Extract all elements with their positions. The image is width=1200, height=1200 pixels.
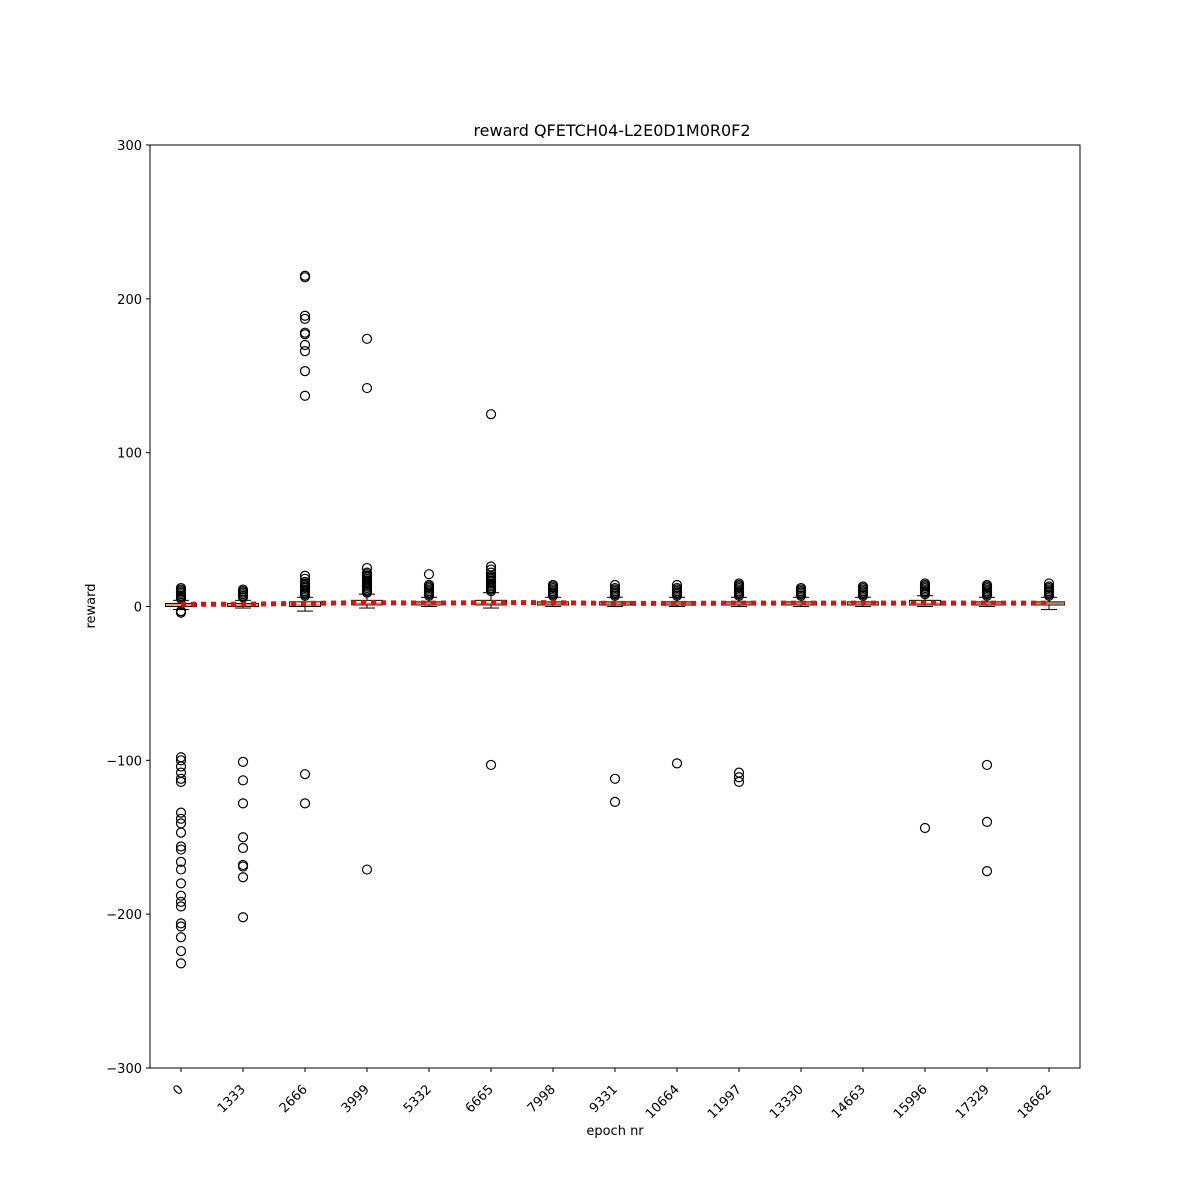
outlier-point [175,878,187,889]
box-0 [165,582,197,969]
outlier-point [175,841,187,852]
outlier-point [299,313,311,324]
outlier-point [175,755,187,766]
outlier-point [609,796,621,807]
x-axis-label: epoch nr [586,1124,644,1139]
outlier-point [981,865,993,877]
outlier-point [175,864,187,875]
outlier-point [609,773,621,784]
outlier-point [733,776,745,787]
outlier-point [857,581,869,592]
outlier-point [175,921,187,932]
outlier-point [361,382,373,394]
outlier-point [981,579,993,591]
outlier-point [299,310,311,321]
outlier-point [981,816,993,827]
outlier-point [237,842,249,854]
y-tick-label: −300 [106,1062,142,1077]
outlier-point [733,772,745,783]
outlier-point [175,958,187,969]
outlier-point [919,822,931,834]
outlier-point [299,366,311,377]
outlier-point [361,864,373,875]
outlier-point [175,856,187,867]
y-axis-label: reward [84,583,99,628]
outlier-point [237,832,249,843]
outlier-point [175,890,187,901]
outlier-point [795,582,807,594]
outlier-point [299,570,311,581]
outlier-point [1043,578,1055,589]
outlier-point [361,567,373,578]
box-17329 [971,579,1003,877]
y-tick-label: −200 [106,908,142,923]
outlier-point [299,573,311,584]
outlier-point [423,569,435,580]
y-tick-label: 100 [117,447,142,462]
outlier-point [609,582,621,594]
outlier-point [175,896,187,907]
outlier-point [671,758,683,769]
outlier-point [485,567,497,578]
y-axis: −300 −200 −100 0 100 200 300 [106,139,150,1077]
plot-area [165,270,1065,969]
outlier-point [671,579,683,591]
outlier-point [175,918,187,929]
outlier-point [237,584,249,595]
outlier-point [175,607,187,618]
outlier-point [361,562,373,574]
outlier-point [361,333,373,344]
outlier-point [237,861,249,872]
outlier-point [175,807,187,818]
y-tick-label: 0 [134,601,142,616]
outlier-point [175,844,187,855]
outlier-point [299,346,311,357]
outlier-point [485,759,497,771]
outlier-point [175,945,187,957]
outlier-point [175,761,187,772]
outlier-point [237,798,249,809]
outlier-point [485,561,497,572]
box-3999 [351,333,383,875]
outlier-point [175,582,187,594]
outlier-point [671,582,683,594]
outlier-point [175,827,187,838]
outlier-point [547,579,559,591]
chart-title: reward QFETCH04-L2E0D1M0R0F2 [473,121,750,140]
outlier-point [175,773,187,784]
outlier-point [237,756,249,767]
box-2666 [289,270,321,809]
outlier-point [485,564,497,575]
outlier-point [175,776,187,787]
outlier-point [981,759,993,771]
outlier-point [237,775,249,786]
outlier-point [175,901,187,912]
outlier-point [299,769,311,780]
outlier-point [609,579,621,591]
box-13330 [785,582,817,607]
outlier-point [1043,581,1055,592]
y-tick-label: 200 [117,293,142,308]
outlier-point [919,578,931,589]
outlier-point [485,409,497,420]
outlier-point [299,329,311,340]
outlier-point [175,932,187,943]
y-tick-label: −100 [106,754,142,769]
outlier-point [237,912,249,923]
outlier-point [299,576,311,587]
outlier-point [299,339,311,351]
outlier-point [423,579,435,591]
outlier-point [299,272,311,283]
outlier-point [733,578,745,589]
y-tick-label: 300 [117,139,142,154]
mean-trend-line [181,600,1049,607]
outlier-point [237,872,249,883]
outlier-point [299,390,311,401]
outlier-point [299,798,311,809]
outlier-point [175,813,187,824]
